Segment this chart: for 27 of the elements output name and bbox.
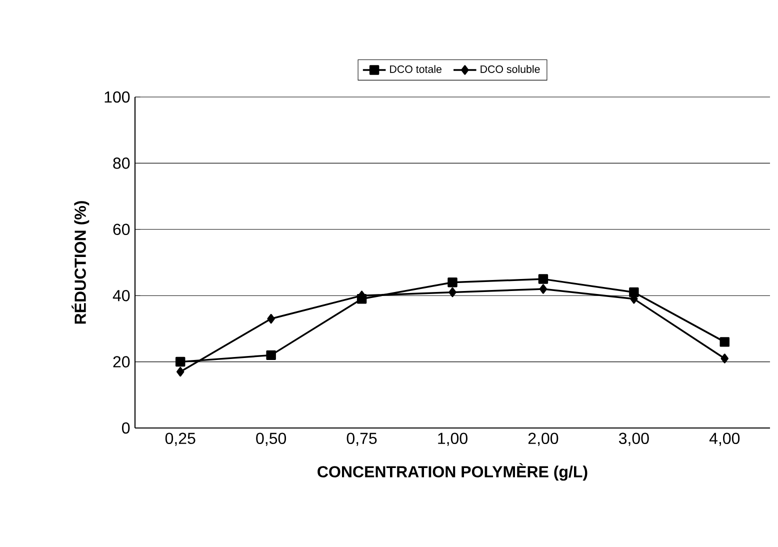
- point: [720, 337, 730, 347]
- y-axis-title: RÉDUCTION (%): [72, 201, 90, 324]
- y-tick-label: 60: [113, 224, 130, 236]
- x-tick-label: 3,00: [618, 432, 649, 446]
- x-tick-label: 0,75: [346, 432, 377, 446]
- x-tick-label: 4,00: [709, 432, 740, 446]
- point: [267, 314, 275, 324]
- x-axis-title: CONCENTRATION POLYMÈRE (g/L): [318, 463, 588, 481]
- point: [538, 274, 548, 284]
- y-tick-label: 0: [122, 422, 130, 434]
- point: [266, 350, 276, 360]
- x-tick-label: 0,25: [165, 432, 196, 446]
- point: [448, 277, 458, 288]
- point: [175, 356, 186, 367]
- y-tick-label: 100: [104, 91, 130, 103]
- x-tick-label: 2,00: [528, 432, 558, 446]
- legend-label: DCO totale: [390, 65, 442, 73]
- x-tick-label: 0,50: [256, 432, 286, 446]
- point: [448, 287, 456, 298]
- legend-label: DCO soluble: [480, 65, 540, 73]
- point: [539, 284, 548, 294]
- y-tick-label: 20: [113, 356, 130, 368]
- y-tick-label: 80: [113, 158, 130, 169]
- point: [720, 354, 729, 364]
- point: [176, 366, 184, 377]
- y-tick-label: 40: [112, 290, 130, 302]
- x-tick-label: 1,00: [438, 432, 468, 446]
